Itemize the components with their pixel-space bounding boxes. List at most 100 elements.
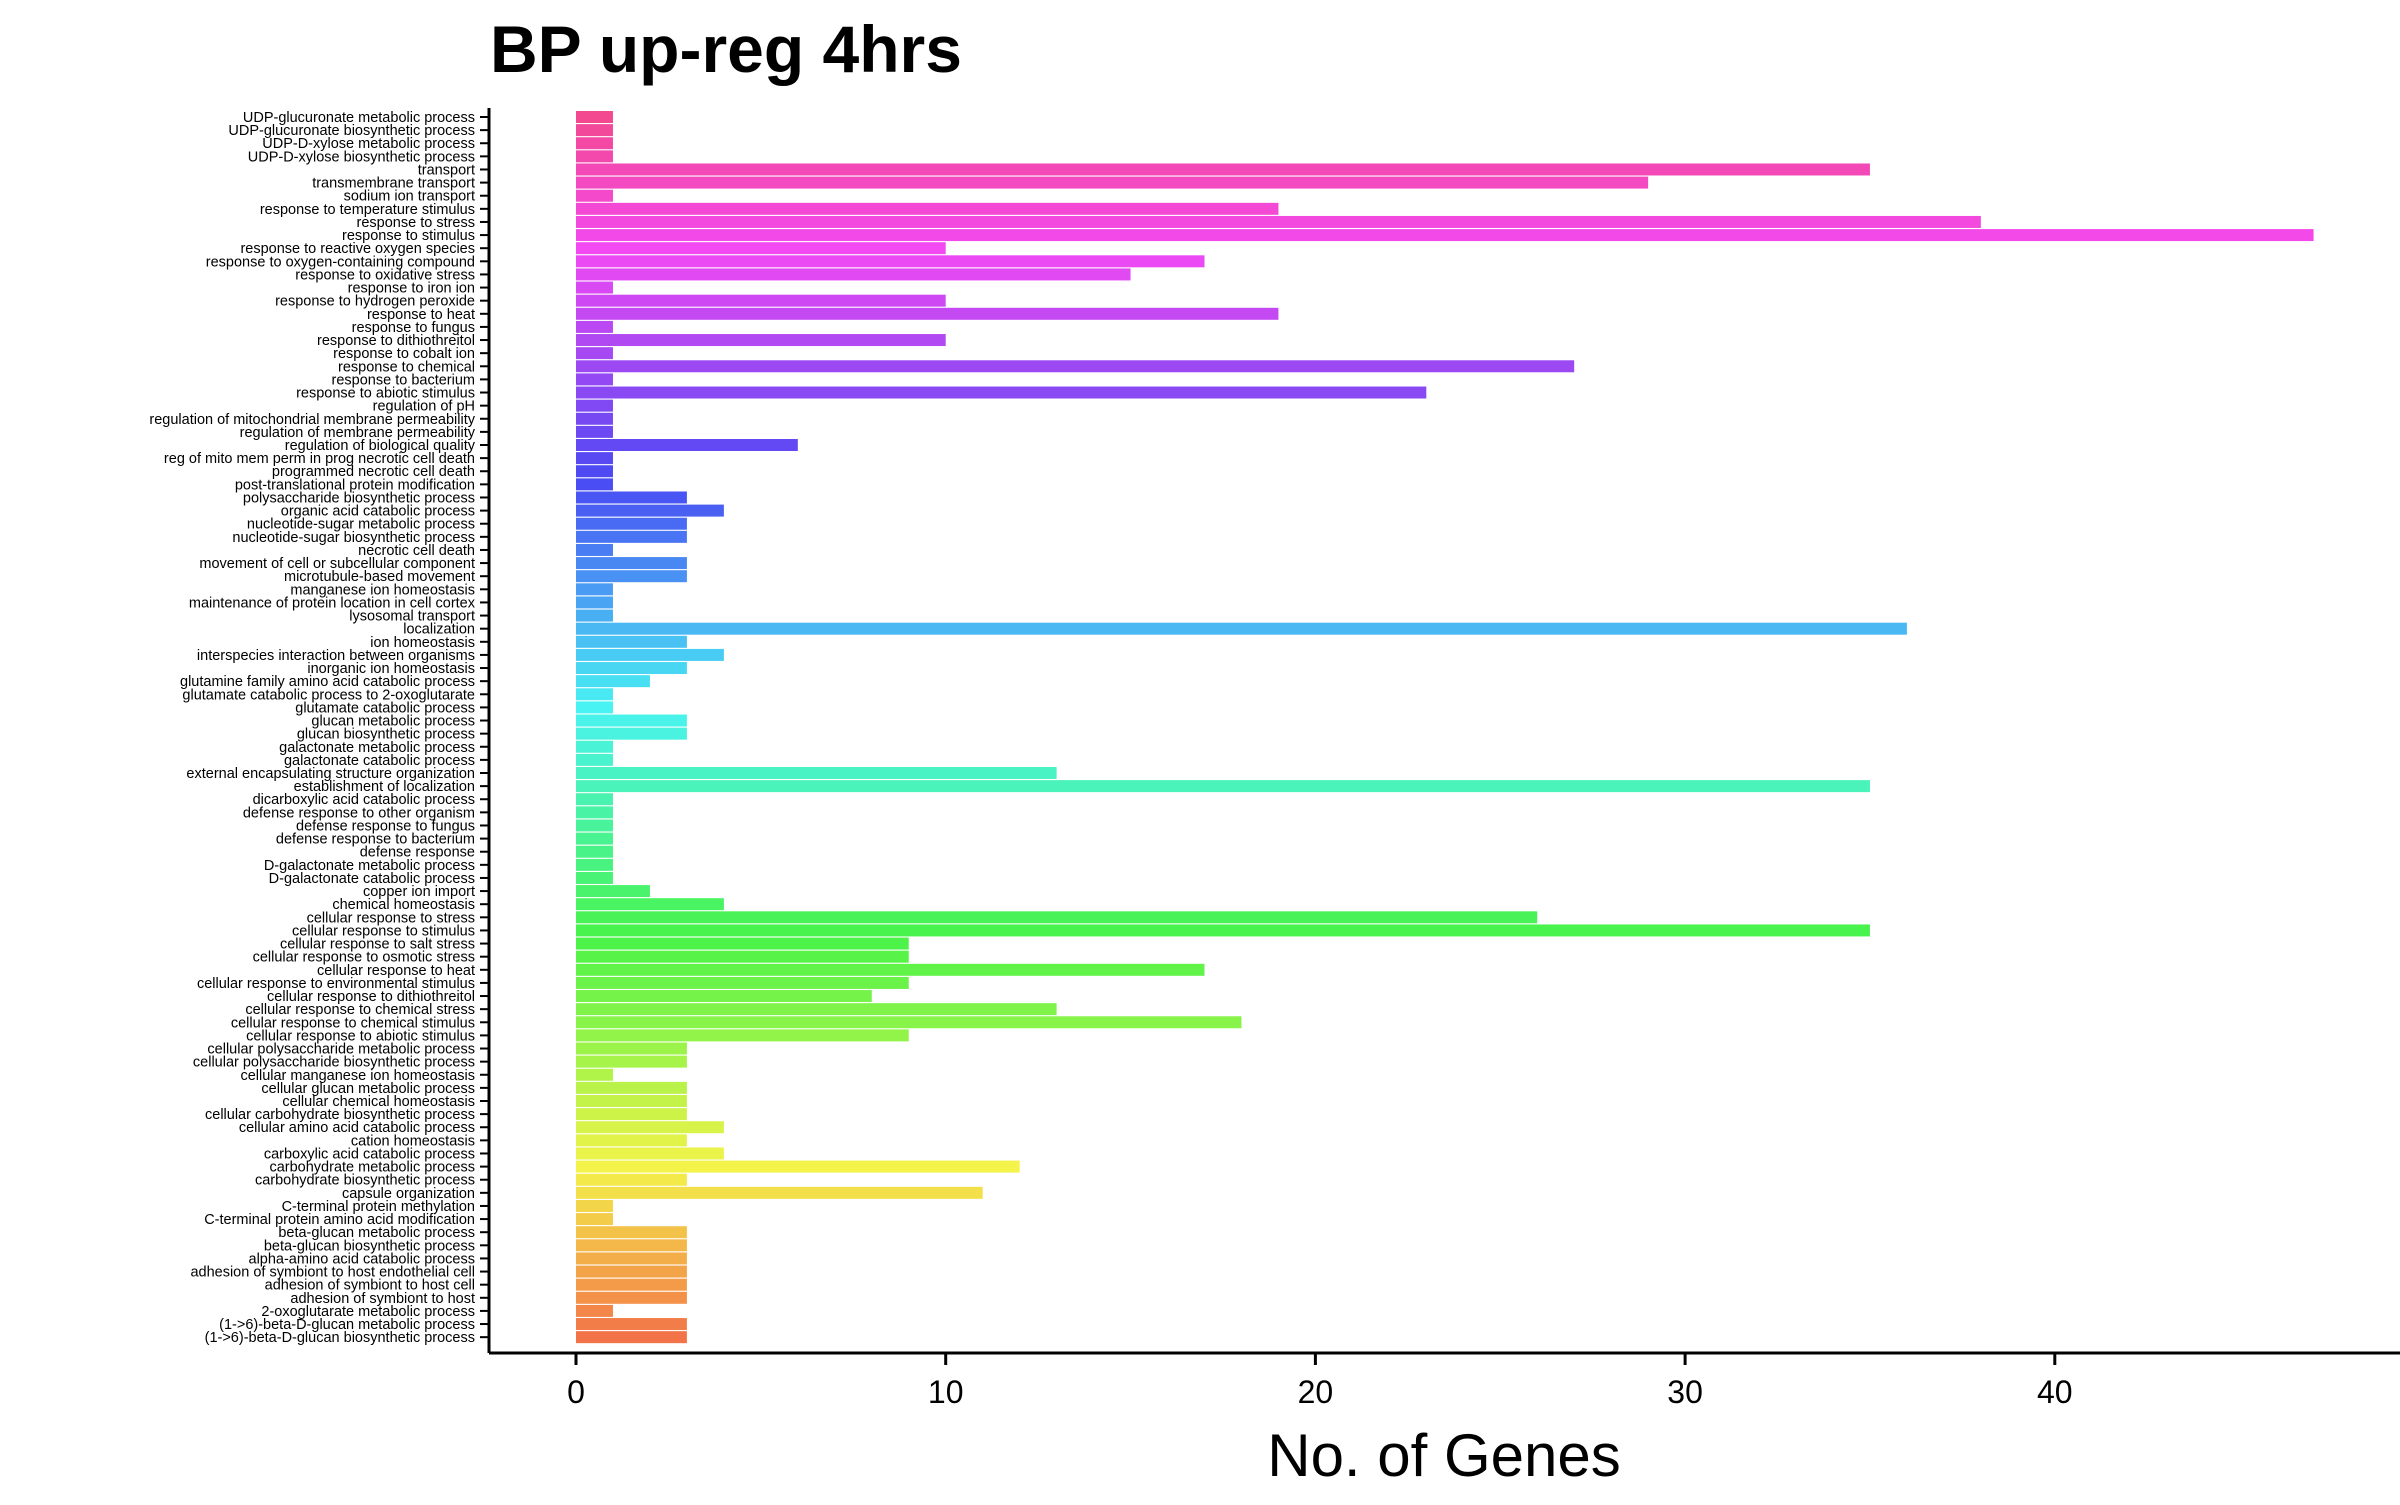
category-label: microtubule-based movement: [284, 569, 475, 585]
bar: [576, 373, 613, 386]
bar: [576, 189, 613, 202]
bar: [576, 215, 1981, 228]
bar: [576, 1318, 687, 1331]
bar: [576, 1147, 724, 1160]
x-tick-label: 20: [1298, 1374, 1334, 1410]
category-label: polysaccharide biosynthetic process: [243, 490, 475, 506]
chart-title: BP up-reg 4hrs: [490, 12, 962, 86]
bar: [576, 911, 1538, 924]
category-label: response to oxygen-containing compound: [206, 254, 475, 270]
category-label: 2-oxoglutarate metabolic process: [261, 1304, 475, 1320]
bar: [576, 898, 724, 911]
bar: [576, 255, 1205, 268]
bar: [576, 386, 1427, 399]
bar: [576, 1291, 687, 1304]
bar: [576, 294, 946, 307]
category-label: regulation of pH: [373, 399, 475, 415]
bar: [576, 1199, 613, 1212]
category-label: movement of cell or subcellular componen…: [199, 556, 475, 572]
category-label: transport: [418, 162, 475, 178]
bar: [576, 753, 613, 766]
bar: [576, 688, 613, 701]
bar: [576, 452, 613, 465]
bar: [576, 1042, 687, 1055]
bar: [576, 727, 687, 740]
category-label: glucan metabolic process: [311, 714, 475, 730]
category-label: cellular response to environmental stimu…: [197, 976, 475, 992]
category-label: C-terminal protein methylation: [282, 1199, 475, 1215]
bar: [576, 871, 613, 884]
bar: [576, 150, 613, 163]
bar: [576, 767, 1057, 779]
bar: [576, 937, 909, 950]
category-label: cellular response to osmotic stress: [253, 950, 475, 966]
category-label: cellular glucan metabolic process: [261, 1081, 475, 1097]
category-label: galactonate metabolic process: [279, 740, 475, 756]
bar: [576, 1134, 687, 1147]
category-label: nucleotide-sugar metabolic process: [247, 517, 475, 533]
category-label: glutamate catabolic process: [295, 700, 475, 716]
category-label: glutamine family amino acid catabolic pr…: [180, 674, 475, 690]
bar: [576, 412, 613, 425]
category-label: response to heat: [367, 307, 475, 323]
bar: [576, 1003, 1057, 1016]
category-label: cellular response to heat: [317, 963, 475, 979]
category-label: cellular response to chemical stress: [245, 1002, 475, 1018]
bar: [576, 609, 613, 622]
category-label: copper ion import: [363, 884, 475, 900]
category-label: C-terminal protein amino acid modificati…: [204, 1212, 475, 1228]
bar: [576, 924, 1870, 937]
category-label: response to bacterium: [332, 372, 475, 388]
category-label: transmembrane transport: [312, 176, 475, 192]
category-label: reg of mito mem perm in prog necrotic ce…: [164, 451, 475, 467]
category-label: D-galactonate catabolic process: [269, 871, 475, 887]
category-label: cellular response to dithiothreitol: [267, 989, 475, 1005]
bar: [576, 1331, 687, 1344]
category-label: alpha-amino acid catabolic process: [249, 1251, 476, 1267]
category-label: cation homeostasis: [351, 1133, 475, 1149]
category-label: nucleotide-sugar biosynthetic process: [232, 530, 475, 546]
category-label: chemical homeostasis: [332, 897, 475, 913]
bar: [576, 990, 872, 1003]
bar: [576, 845, 613, 858]
bar: [576, 1265, 687, 1278]
category-label: adhesion of symbiont to host: [290, 1291, 475, 1307]
bar: [576, 1160, 1020, 1173]
bar: [576, 491, 687, 504]
bar: [576, 885, 650, 898]
category-label: carbohydrate biosynthetic process: [255, 1173, 475, 1189]
bar: [576, 780, 1870, 793]
category-label: (1->6)-beta-D-glucan metabolic process: [219, 1317, 475, 1333]
category-label: carbohydrate metabolic process: [269, 1160, 475, 1176]
category-label: sodium ion transport: [344, 189, 475, 205]
category-label: response to fungus: [352, 320, 475, 336]
category-label: UDP-glucuronate metabolic process: [243, 110, 475, 126]
bar: [576, 242, 946, 255]
bar: [576, 557, 687, 570]
category-label: maintenance of protein location in cell …: [189, 595, 476, 611]
category-label: response to stimulus: [342, 228, 475, 244]
category-label: external encapsulating structure organiz…: [186, 766, 475, 782]
bar: [576, 1121, 724, 1134]
category-label: glucan biosynthetic process: [297, 727, 475, 743]
category-label: D-galactonate metabolic process: [264, 858, 475, 874]
category-label: cellular manganese ion homeostasis: [240, 1068, 475, 1084]
category-label: beta-glucan biosynthetic process: [264, 1238, 475, 1254]
bar: [576, 1186, 983, 1199]
category-label: lysosomal transport: [349, 609, 475, 625]
category-label: cellular carbohydrate biosynthetic proce…: [205, 1107, 475, 1123]
bar: [576, 622, 1907, 635]
bar: [576, 202, 1279, 215]
category-label: localization: [403, 622, 475, 638]
category-label: cellular chemical homeostasis: [282, 1094, 475, 1110]
category-label: organic acid catabolic process: [281, 504, 475, 520]
bar: [576, 1055, 687, 1068]
category-label: cellular polysaccharide biosynthetic pro…: [193, 1055, 475, 1071]
bar: [576, 976, 909, 989]
category-label: cellular amino acid catabolic process: [239, 1120, 475, 1136]
bar: [576, 530, 687, 543]
bar: [576, 819, 613, 832]
category-label: response to cobalt ion: [333, 346, 475, 362]
